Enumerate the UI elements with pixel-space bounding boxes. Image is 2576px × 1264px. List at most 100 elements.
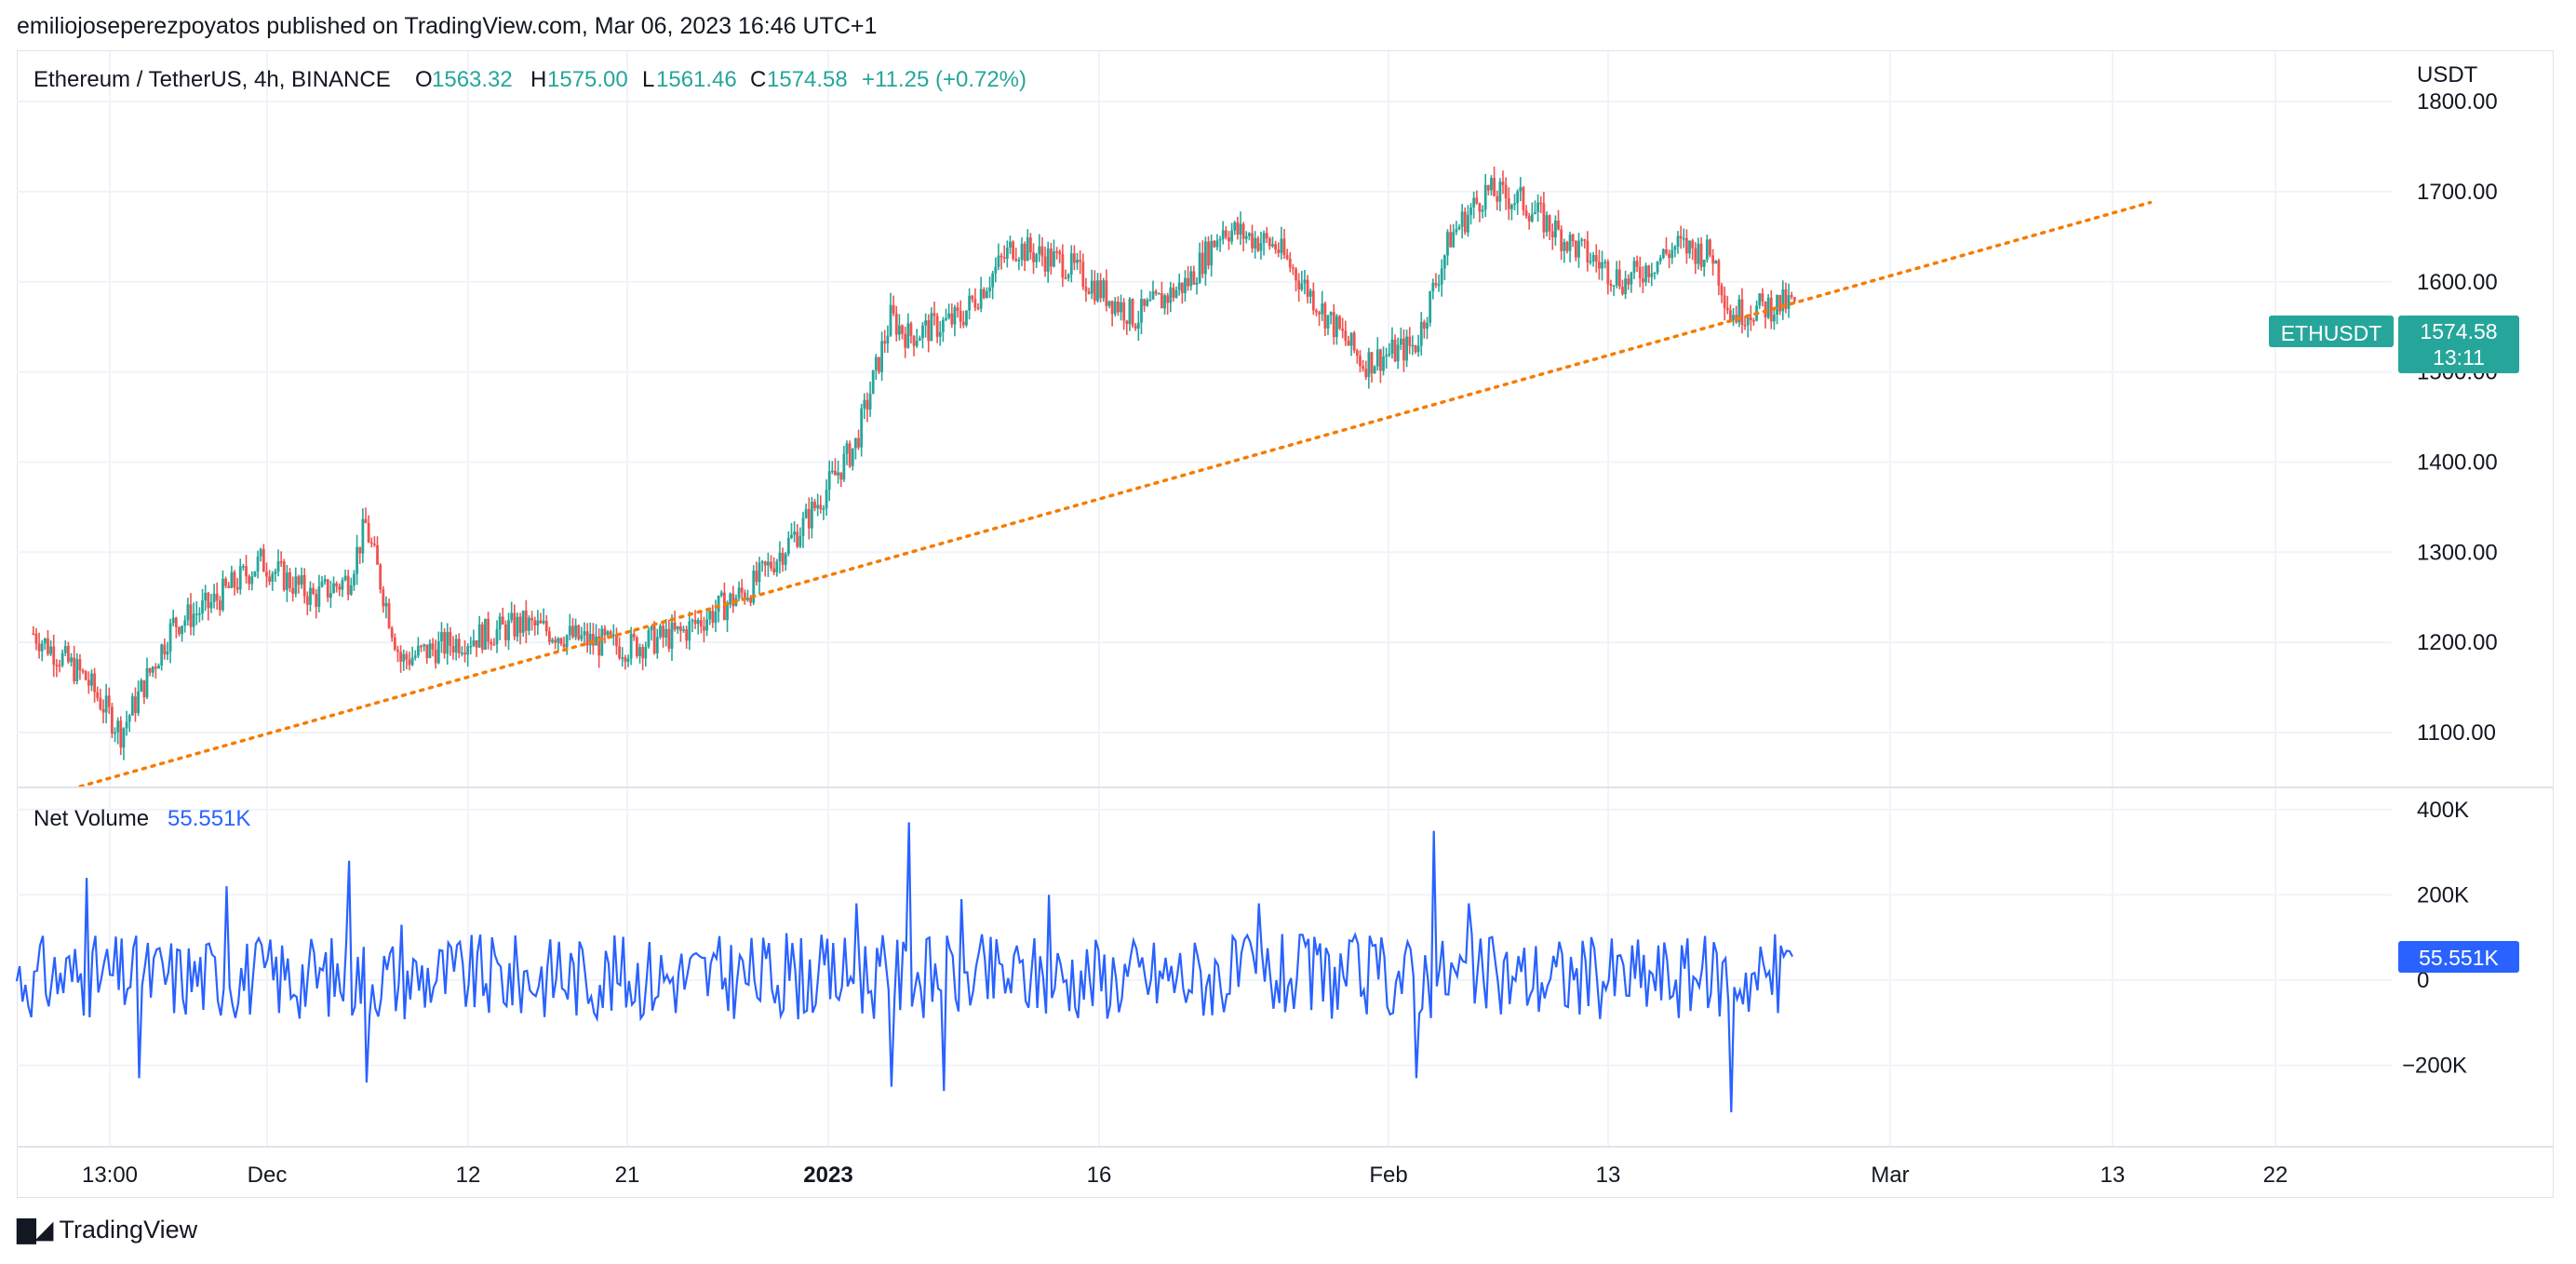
- tradingview-logo[interactable]: ▇◢ TradingView: [17, 1216, 197, 1244]
- volume-last-label[interactable]: 55.551K: [2398, 941, 2519, 973]
- candle-body: [1323, 303, 1327, 329]
- candle-body: [55, 665, 59, 666]
- candle-body: [78, 659, 82, 671]
- candle-body: [1594, 255, 1598, 262]
- candle-body: [868, 393, 872, 410]
- candle-body: [825, 490, 828, 509]
- candle-body: [1189, 271, 1193, 287]
- candle-body: [1752, 320, 1755, 322]
- candle-body: [982, 289, 986, 298]
- candle-body: [749, 598, 752, 603]
- volume-legend[interactable]: Net Volume 55.551K: [34, 806, 250, 831]
- candle-body: [1125, 320, 1129, 324]
- candle-body: [1617, 269, 1621, 288]
- candle-body: [740, 587, 744, 593]
- candle-body: [326, 579, 329, 598]
- candle-body: [1709, 239, 1711, 256]
- candle-body: [1177, 282, 1181, 290]
- candle-body: [329, 593, 332, 598]
- candle-body: [1542, 203, 1546, 233]
- candle-body: [1416, 345, 1420, 353]
- candle-body: [597, 636, 601, 656]
- volume-title: Net Volume: [34, 806, 149, 831]
- candle-body: [1148, 299, 1152, 302]
- candle-body: [1426, 322, 1429, 329]
- time-tick: 22: [2263, 1163, 2288, 1188]
- candle-body: [530, 617, 533, 621]
- candle-body: [670, 622, 674, 649]
- time-axis-labels: 13:00 Dec 12 21 2023 16 Feb 13 Mar 13 22: [82, 1163, 2288, 1188]
- candle-body: [854, 437, 857, 449]
- candle-body: [1079, 260, 1082, 262]
- candle-body: [507, 620, 510, 640]
- candle-body: [1723, 295, 1726, 308]
- candle-body: [1776, 294, 1778, 315]
- last-price-label[interactable]: ETHUSDT 1574.58 13:11: [2269, 316, 2519, 373]
- price-tick: 1700.00: [2417, 180, 2498, 205]
- candle-body: [43, 639, 47, 644]
- candle-body: [1565, 242, 1569, 251]
- candle-body: [449, 631, 452, 647]
- candle-body: [961, 321, 965, 326]
- candle-body: [1478, 203, 1482, 212]
- candle-body: [317, 586, 321, 607]
- candle-body: [166, 651, 169, 655]
- candle-body: [1644, 265, 1647, 283]
- close-value: 1574.58: [767, 67, 848, 92]
- candle-body: [696, 620, 700, 625]
- candle-body: [857, 437, 860, 448]
- candle-body: [767, 561, 770, 566]
- candle-body: [1507, 197, 1510, 209]
- candle-body: [1609, 284, 1613, 287]
- candle-body: [994, 266, 998, 274]
- candle-body: [1685, 237, 1688, 254]
- candle-body: [644, 646, 648, 659]
- candle-body: [1067, 275, 1070, 278]
- candle-body: [382, 589, 385, 607]
- candle-body: [1557, 221, 1560, 230]
- candle-body: [1399, 338, 1402, 345]
- candle-body: [796, 531, 799, 547]
- candle-body: [410, 657, 414, 666]
- publisher-line: emiliojoseperezpoyatos published on Trad…: [17, 13, 878, 39]
- candle-body: [1778, 294, 1782, 312]
- candle-body: [533, 620, 537, 625]
- time-tick: 2023: [803, 1163, 852, 1188]
- candle-body: [1029, 237, 1032, 253]
- candle-body: [1113, 301, 1117, 315]
- candle-body: [1784, 289, 1788, 309]
- candle-body: [813, 502, 816, 509]
- candle-body: [647, 630, 651, 647]
- time-tick: 13: [1596, 1163, 1621, 1188]
- candle-body: [393, 637, 396, 651]
- candle-body: [34, 633, 38, 644]
- svg-text:Ethereum / TetherUS, 4h, BINAN: Ethereum / TetherUS, 4h, BINANCE O 1563.…: [34, 67, 1026, 92]
- candle-body: [971, 295, 974, 300]
- candle-body: [312, 587, 315, 595]
- candle-body: [822, 508, 825, 510]
- symbol-legend[interactable]: Ethereum / TetherUS, 4h, BINANCE O 1563.…: [34, 67, 1026, 92]
- candle-body: [198, 613, 201, 615]
- candle-body: [1574, 241, 1577, 258]
- candle-body: [1647, 265, 1651, 277]
- candle-body: [1621, 287, 1624, 294]
- candle-body: [1571, 235, 1575, 242]
- time-tick: 13:00: [82, 1163, 138, 1188]
- candle-body: [484, 618, 487, 650]
- candle-body: [1000, 255, 1003, 258]
- candle-body: [1563, 242, 1566, 251]
- candle-body: [358, 546, 362, 554]
- trendline[interactable]: [78, 200, 2153, 788]
- candle-body: [1790, 295, 1793, 297]
- price-tick: 1200.00: [2417, 630, 2498, 655]
- candle-body: [1195, 282, 1199, 285]
- candle-body: [268, 576, 271, 582]
- candle-body: [901, 325, 904, 334]
- candle-body: [1490, 178, 1493, 191]
- candle-body: [1285, 255, 1289, 259]
- candle-body: [1658, 257, 1662, 262]
- candle-body: [793, 531, 796, 535]
- candle-body: [341, 580, 344, 590]
- candle-body: [195, 613, 198, 615]
